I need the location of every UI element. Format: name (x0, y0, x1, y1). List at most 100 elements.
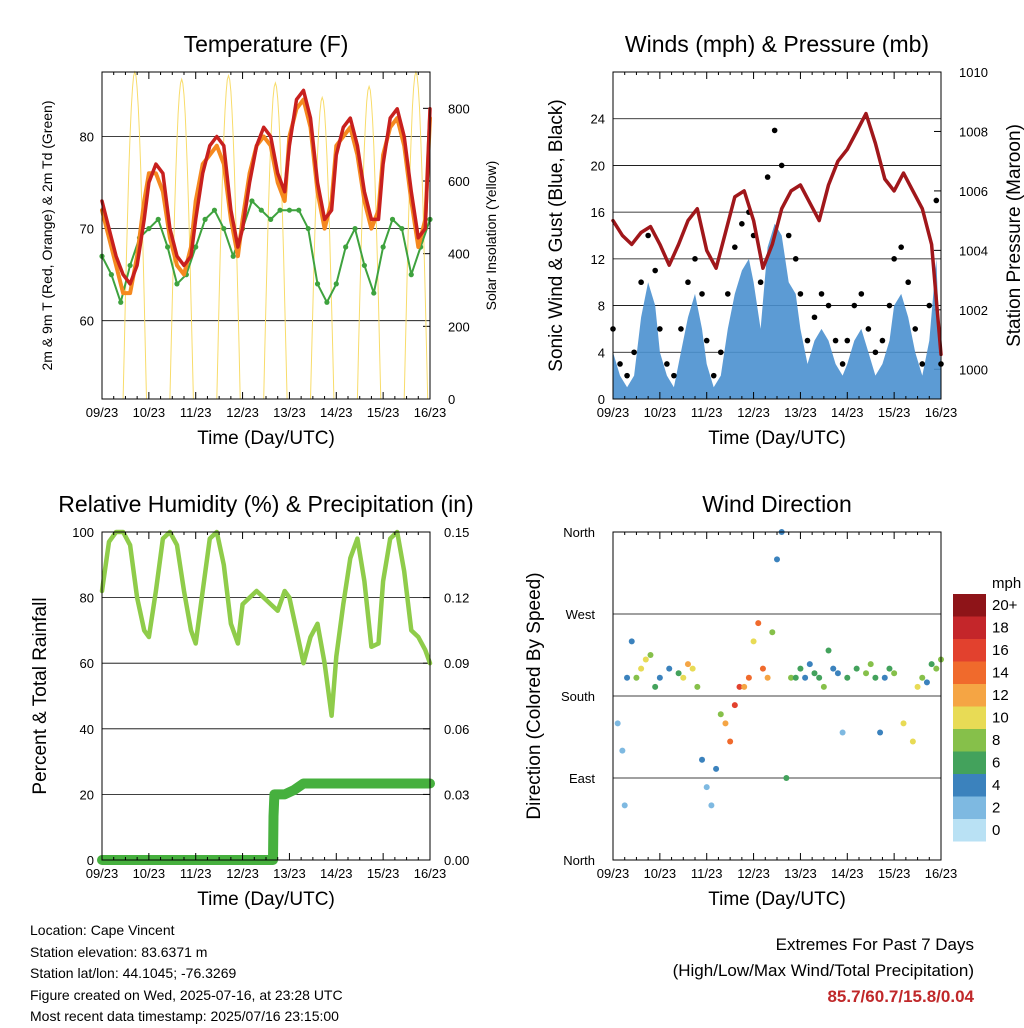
gust-point (879, 337, 886, 344)
direction-point (811, 670, 818, 677)
y-tick-label: North (563, 853, 595, 868)
y-tick-label: North (563, 525, 595, 540)
gust-point (851, 302, 858, 309)
direction-point (872, 674, 879, 681)
gust-point (717, 349, 724, 356)
legend-label: 16 (992, 642, 1009, 659)
x-tick-label: 12/23 (737, 405, 770, 420)
direction-point (736, 683, 743, 690)
y-tick-label: 40 (80, 722, 94, 737)
y-tick-label: West (566, 607, 596, 622)
direction-point (642, 656, 649, 663)
direction-point (703, 784, 710, 791)
chart-title: Winds (mph) & Pressure (mb) (625, 31, 929, 57)
x-tick-label: 09/23 (597, 405, 630, 420)
direction-point (844, 674, 851, 681)
pressure-series (611, 111, 943, 357)
legend-label: 2 (992, 800, 1000, 817)
direction-point (891, 670, 898, 677)
direction-point (680, 674, 687, 681)
extremes-values: 85.7/60.7/15.8/0.04 (827, 987, 974, 1006)
gust-point (624, 372, 630, 379)
plot-frame (101, 71, 431, 400)
gust-point (671, 372, 677, 379)
y-axis-label: Percent & Total Rainfall (30, 597, 51, 794)
direction-point (797, 665, 804, 672)
direction-point (923, 679, 930, 686)
direction-point (792, 674, 799, 681)
y-tick-label: 16 (591, 205, 605, 220)
x-tick-label: 16/23 (925, 405, 958, 420)
x-tick-label: 11/23 (691, 405, 723, 420)
x-tick-label: 10/23 (133, 866, 166, 881)
legend-label: 20+ (992, 597, 1018, 614)
y-tick-label: 80 (80, 591, 94, 606)
legend-swatch (953, 729, 986, 752)
direction-point (684, 661, 691, 668)
direction-point (877, 729, 884, 736)
gust-point (692, 256, 698, 262)
gust-point (678, 326, 684, 332)
location-text: Location: Cape Vincent (30, 922, 175, 938)
gust-point (811, 314, 818, 321)
gust-point (818, 291, 825, 297)
x-tick-label: 12/23 (226, 405, 259, 420)
gust-point (891, 256, 897, 262)
legend-label: 6 (992, 755, 1000, 772)
x-tick-label: 10/23 (644, 866, 677, 881)
y-tick-label: 8 (598, 299, 605, 314)
x-axis-label: Time (Day/UTC) (708, 889, 846, 910)
direction-point (621, 802, 628, 809)
direction-point (802, 674, 809, 681)
direction-point (839, 729, 846, 736)
x-tick-label: 09/23 (597, 866, 630, 881)
extremes-box: Extremes For Past 7 Days (High/Low/Max W… (673, 932, 974, 1010)
gust-point (764, 174, 771, 180)
gust-point (886, 302, 893, 309)
direction-point (717, 711, 724, 718)
x-tick-label: 10/23 (133, 405, 166, 420)
x-tick-label: 11/23 (691, 866, 723, 881)
direction-point (806, 661, 813, 668)
gust-point (638, 279, 644, 286)
x-axis-label: Time (Day/UTC) (708, 428, 846, 449)
direction-point (759, 665, 766, 672)
direction-point (647, 652, 654, 658)
gust-point (865, 326, 872, 332)
direction-point (820, 683, 827, 690)
gust-point (778, 162, 785, 169)
gust-point (739, 221, 745, 227)
direction-point (722, 720, 729, 727)
gust-point (664, 361, 670, 367)
dewpoint-series (101, 200, 431, 304)
legend-swatch (953, 639, 986, 662)
gust-point (757, 279, 764, 286)
legend-label: 0 (992, 822, 1000, 839)
y2-tick-label: 0 (448, 392, 455, 407)
gust-point (725, 291, 731, 297)
solar-series (310, 95, 335, 400)
direction-point (853, 665, 860, 672)
direction-point (774, 556, 780, 563)
chart-title: Wind Direction (702, 491, 852, 517)
y2-tick-label: 1006 (959, 184, 988, 199)
gust-point (710, 372, 717, 379)
x-tick-label: 16/23 (925, 866, 958, 881)
direction-point (933, 665, 940, 672)
y2-tick-label: 0.09 (444, 656, 469, 671)
chart-title: Relative Humidity (%) & Precipitation (i… (58, 491, 473, 517)
legend-swatch (953, 706, 986, 729)
precip-series (97, 778, 435, 865)
y2-tick-label: 1004 (959, 243, 988, 258)
direction-point (863, 670, 870, 677)
legend-title: mph (992, 575, 1021, 592)
y-tick-label: 100 (72, 525, 94, 540)
y2-axis-label: Solar Insolation (Yellow) (483, 161, 499, 311)
gust-point (645, 232, 651, 239)
direction-point (886, 665, 893, 672)
x-tick-label: 11/23 (180, 405, 212, 420)
gust-point (804, 337, 811, 344)
direction-point (689, 665, 696, 672)
gust-point (933, 197, 940, 204)
